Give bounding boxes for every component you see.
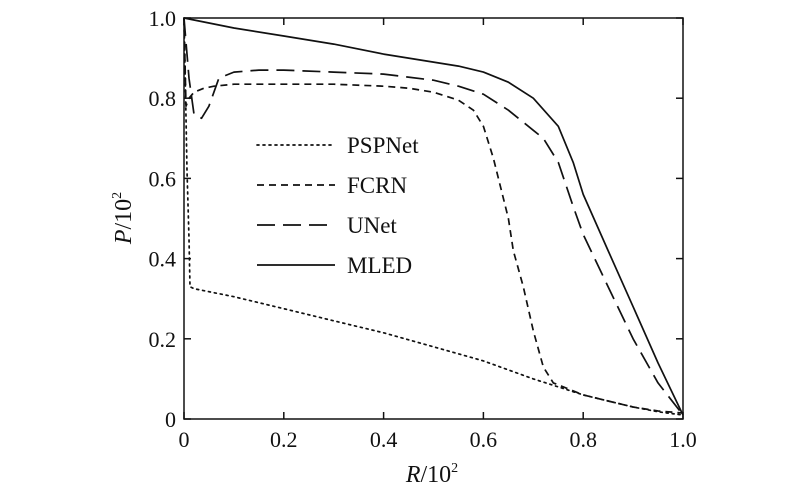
legend-label-fcrn: FCRN (347, 173, 407, 198)
x-tick-label: 0.8 (569, 427, 597, 452)
x-axis-label-unit: /10 (421, 462, 452, 488)
plot-border (183, 17, 684, 420)
y-tick-label: 1.0 (149, 6, 177, 31)
y-tick-label: 0.6 (149, 166, 177, 191)
x-tick-label: 1.0 (669, 427, 697, 452)
y-tick-label: 0.4 (149, 247, 177, 272)
legend-label-pspnet: PSPNet (347, 133, 419, 158)
legend-label-unet: UNet (347, 213, 397, 238)
y-tick-label: 0.8 (149, 86, 177, 111)
series-line-pspnet (183, 17, 684, 416)
x-axis-label-var: R (405, 462, 421, 488)
series-line-fcrn (183, 17, 684, 414)
y-axis-ticks: 0 0.2 0.4 0.6 0.8 1.0 (149, 6, 683, 432)
y-axis-label-exp: 2 (110, 192, 125, 199)
x-tick-label: 0 (179, 427, 190, 452)
y-tick-label: 0.2 (149, 327, 177, 352)
legend-label-mled: MLED (347, 253, 412, 278)
y-axis-label: P/102 (110, 192, 137, 245)
y-axis-label-var: P (111, 229, 137, 245)
legend: PSPNet FCRN UNet MLED (256, 133, 419, 278)
x-tick-label: 0.6 (470, 427, 498, 452)
x-axis-ticks: 0 0.2 0.4 0.6 0.8 1.0 (179, 18, 697, 452)
x-tick-label: 0.4 (370, 427, 398, 452)
x-tick-label: 0.2 (270, 427, 298, 452)
x-axis-label-exp: 2 (451, 461, 458, 476)
y-axis-label-unit: /10 (111, 199, 137, 230)
x-axis-label: R/102 (405, 461, 458, 488)
plot-frame (183, 17, 684, 420)
series-line-unet (183, 17, 684, 416)
series-layer (183, 17, 684, 416)
y-tick-label: 0 (165, 407, 176, 432)
series-line-mled (183, 17, 684, 416)
